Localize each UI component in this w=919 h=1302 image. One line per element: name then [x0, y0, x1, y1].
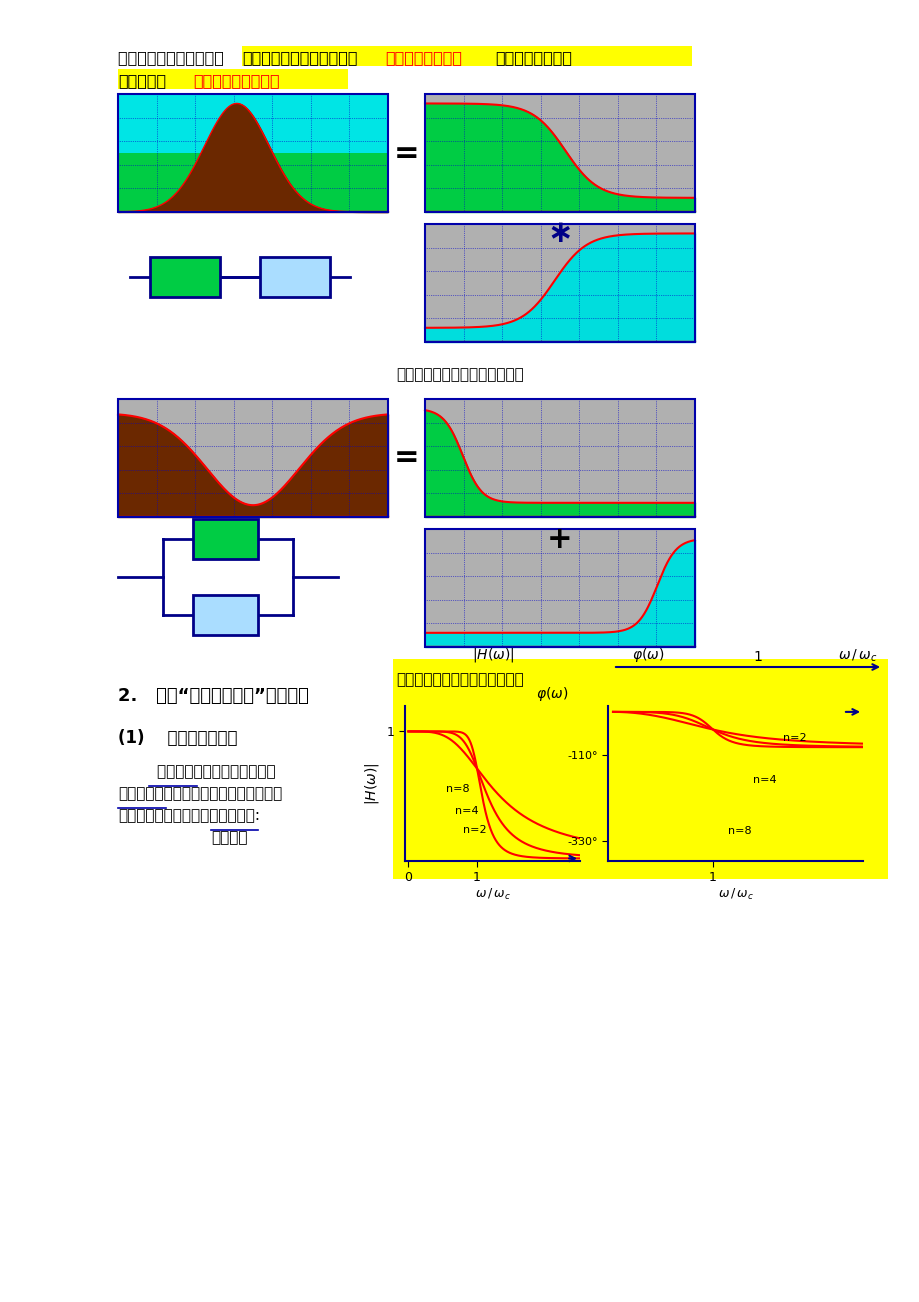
Text: ∗: ∗ — [547, 220, 573, 249]
Text: =: = — [393, 138, 419, 168]
Bar — [118, 398, 388, 517]
Text: 通滤波器的: 通滤波器的 — [118, 73, 166, 89]
Bar — [425, 398, 694, 517]
Bar — [118, 94, 388, 154]
Bar — [118, 94, 388, 212]
Text: 低通滤波器与高通滤波器的串联: 低通滤波器与高通滤波器的串联 — [396, 367, 523, 381]
Bar — [118, 154, 388, 212]
Bar — [425, 224, 694, 342]
Bar — [425, 94, 694, 212]
Bar — [242, 46, 691, 66]
X-axis label: $\omega\,/\,\omega_c$: $\omega\,/\,\omega_c$ — [474, 887, 510, 902]
Text: n=4: n=4 — [752, 775, 776, 785]
Bar — [425, 94, 694, 212]
X-axis label: $\omega\,/\,\omega_c$: $\omega\,/\,\omega_c$ — [717, 887, 753, 902]
Text: +: + — [547, 525, 573, 553]
Text: 虑相频特性。巴特沃斯滤波器具有最大平: 虑相频特性。巴特沃斯滤波器具有最大平 — [118, 786, 282, 801]
Text: n=8: n=8 — [727, 825, 751, 836]
Bar — [193, 595, 257, 635]
Bar — [425, 398, 694, 517]
Text: 并联为带阻滤波器。: 并联为带阻滤波器。 — [193, 73, 279, 89]
Text: ，低通滤波器与高: ，低通滤波器与高 — [494, 49, 572, 65]
Text: 低通滤波器与高通滤波器的: 低通滤波器与高通滤波器的 — [242, 49, 357, 65]
Bar — [193, 519, 257, 559]
Text: 从幅频特性提出要求，而不考: 从幅频特性提出要求，而不考 — [118, 764, 276, 779]
Text: 其幅频响: 其幅频响 — [210, 829, 247, 845]
Bar — [260, 256, 330, 297]
Y-axis label: $\varphi(\omega)$: $\varphi(\omega)$ — [535, 685, 567, 703]
Bar — [118, 94, 388, 212]
Text: 2.   根据“最佳逼近特性”标准分类: 2. 根据“最佳逼近特性”标准分类 — [118, 687, 309, 704]
Text: (1)    巴特沃斯滤波器: (1) 巴特沃斯滤波器 — [118, 729, 237, 747]
Text: 串联为带通滤波器: 串联为带通滤波器 — [384, 49, 461, 65]
Text: $\varphi(\omega)$: $\varphi(\omega)$ — [631, 646, 664, 664]
Y-axis label: $|H(\omega)|$: $|H(\omega)|$ — [363, 762, 380, 805]
Bar — [150, 256, 220, 297]
Text: $|H(\omega)|$: $|H(\omega)|$ — [471, 646, 514, 664]
Text: n=2: n=2 — [782, 733, 806, 743]
Text: n=2: n=2 — [463, 825, 486, 835]
Bar — [392, 659, 887, 879]
Text: 1: 1 — [753, 650, 762, 664]
Text: $\omega\,/\,\omega_c$: $\omega\,/\,\omega_c$ — [837, 647, 877, 664]
Bar — [425, 529, 694, 647]
Bar — [118, 398, 388, 517]
Text: 两种类型的滤波器，例如: 两种类型的滤波器，例如 — [118, 49, 229, 65]
Bar — [118, 69, 347, 89]
Text: =: = — [393, 444, 419, 473]
Bar — [425, 529, 694, 647]
Text: 低通滤波器与高通滤波器的并联: 低通滤波器与高通滤波器的并联 — [396, 672, 523, 687]
Text: n=4: n=4 — [455, 806, 478, 816]
Bar — [425, 224, 694, 342]
Text: 坦幅度特性，其幅频响应表达式为:: 坦幅度特性，其幅频响应表达式为: — [118, 809, 260, 823]
Text: n=8: n=8 — [446, 784, 470, 794]
